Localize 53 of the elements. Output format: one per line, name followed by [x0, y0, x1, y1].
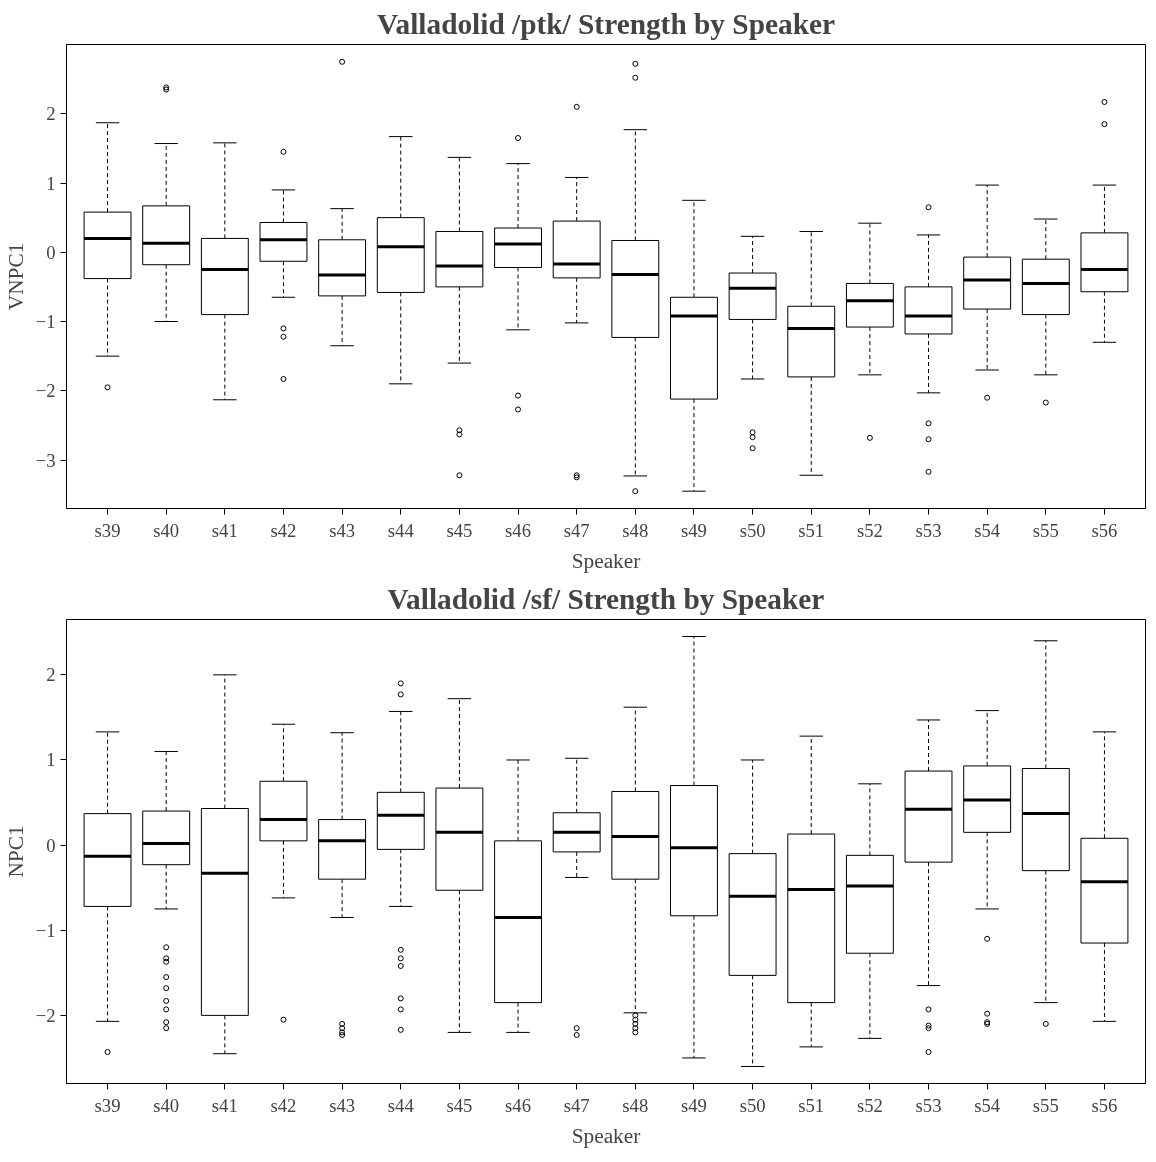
x-axis-title: Speaker [571, 548, 641, 573]
y-tick-label: −2 [35, 1004, 56, 1026]
x-tick-label: s45 [446, 1094, 473, 1116]
x-tick-label: s47 [563, 519, 590, 541]
y-tick-label: −1 [35, 311, 56, 333]
x-tick-label: s43 [329, 519, 356, 541]
x-tick-label: s45 [446, 519, 473, 541]
x-tick-label: s56 [1091, 519, 1118, 541]
x-tick-label: s55 [1032, 1094, 1059, 1116]
x-tick-label: s41 [211, 1094, 238, 1116]
y-tick-label: 2 [46, 664, 56, 686]
x-tick-label: s39 [94, 519, 121, 541]
y-tick-label: −2 [35, 380, 56, 402]
x-axis-title: Speaker [571, 1123, 641, 1148]
x-tick-label: s55 [1032, 519, 1059, 541]
x-tick-label: s42 [270, 519, 297, 541]
x-tick-label: s44 [387, 1094, 415, 1116]
x-tick-label: s50 [739, 519, 766, 541]
x-tick-label: s40 [153, 1094, 180, 1116]
x-tick-label: s50 [739, 1094, 766, 1116]
x-tick-label: s54 [974, 519, 1001, 541]
y-tick-label: 1 [46, 749, 56, 771]
x-tick-label: s44 [387, 519, 415, 541]
y-axis-title: NPC1 [3, 825, 28, 878]
x-tick-label: s39 [94, 1094, 121, 1116]
y-tick-label: 2 [46, 103, 56, 125]
x-tick-label: s43 [329, 1094, 356, 1116]
x-tick-label: s53 [915, 519, 942, 541]
x-tick-label: s52 [856, 519, 883, 541]
x-tick-label: s46 [505, 1094, 531, 1116]
x-tick-label: s53 [915, 1094, 942, 1116]
x-tick-label: s42 [270, 1094, 297, 1116]
x-tick-label: s48 [622, 1094, 649, 1116]
x-tick-label: s49 [681, 519, 707, 541]
y-tick-label: 1 [46, 172, 56, 194]
x-tick-label: s46 [505, 519, 531, 541]
y-tick-label: 0 [46, 834, 56, 856]
chart-title: Valladolid /sf/ Strength by Speaker [387, 582, 825, 615]
y-tick-label: −1 [35, 919, 56, 941]
y-tick-label: 0 [46, 241, 56, 263]
x-tick-label: s52 [856, 1094, 883, 1116]
y-tick-label: −3 [35, 449, 56, 471]
y-axis-title: VNPC1 [3, 242, 28, 311]
chart-title: Valladolid /ptk/ Strength by Speaker [377, 7, 835, 40]
x-tick-label: s49 [681, 1094, 707, 1116]
x-tick-label: s51 [798, 1094, 825, 1116]
x-tick-label: s54 [974, 1094, 1001, 1116]
x-tick-label: s47 [563, 1094, 590, 1116]
x-tick-label: s51 [798, 519, 825, 541]
x-tick-label: s56 [1091, 1094, 1118, 1116]
x-tick-label: s40 [153, 519, 180, 541]
x-tick-label: s41 [211, 519, 238, 541]
x-tick-label: s48 [622, 519, 649, 541]
